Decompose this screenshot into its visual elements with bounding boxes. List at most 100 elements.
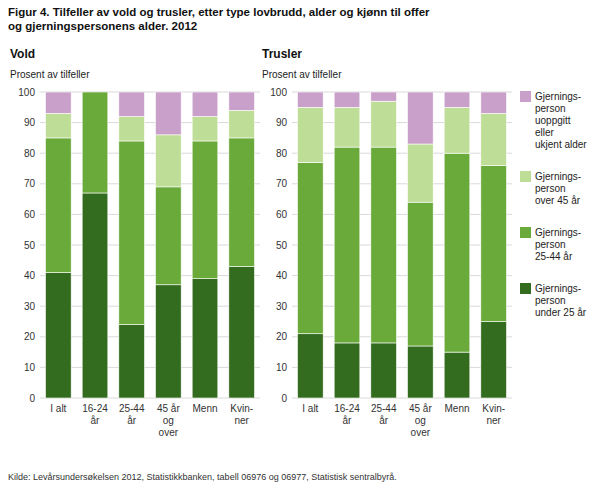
y-tick-label: 30 bbox=[24, 301, 36, 312]
bar-segment bbox=[408, 92, 434, 144]
y-axis-label: Prosent av tilfeller bbox=[10, 69, 90, 80]
bar-segment bbox=[481, 113, 507, 165]
figure-title: Figur 4. Tilfeller av vold og trusler, e… bbox=[8, 6, 430, 32]
y-tick-label: 20 bbox=[276, 331, 288, 342]
bar-segment bbox=[444, 153, 470, 352]
bar-segment bbox=[298, 92, 324, 107]
chart: TruslerProsent av tilfeller0102030405060… bbox=[262, 47, 512, 438]
x-tick-label-line: I alt bbox=[302, 403, 318, 414]
bar-segment bbox=[334, 147, 360, 343]
bar-segment bbox=[408, 202, 434, 346]
grid-line bbox=[40, 214, 260, 215]
bar-segment bbox=[481, 92, 507, 113]
bar-segment bbox=[46, 273, 72, 398]
legend-label: Gjernings-personover 45 år bbox=[535, 171, 581, 206]
x-tick-label: Menn bbox=[444, 403, 469, 414]
bar-segment bbox=[192, 141, 218, 279]
bar-segment bbox=[444, 352, 470, 398]
x-tick-label-line: 25-44 bbox=[371, 403, 397, 414]
bar-segment bbox=[192, 279, 218, 398]
x-tick-label-line: og bbox=[415, 415, 426, 426]
y-tick-label: 20 bbox=[24, 331, 36, 342]
x-tick-label: I alt bbox=[302, 403, 318, 414]
bar-segment bbox=[192, 116, 218, 140]
y-tick-label: 40 bbox=[24, 270, 36, 281]
grid-line bbox=[292, 336, 512, 337]
bar-segment bbox=[371, 343, 397, 398]
chart-title: Trusler bbox=[262, 47, 302, 61]
bar-segment bbox=[371, 147, 397, 343]
figure-title-line: og gjerningspersonens alder. 2012 bbox=[8, 20, 197, 32]
x-tick-label-line: I alt bbox=[50, 403, 66, 414]
bar-segment bbox=[156, 187, 182, 285]
bar-segment bbox=[444, 92, 470, 107]
bar-segment bbox=[46, 113, 72, 137]
legend-swatch bbox=[520, 91, 531, 102]
bar-segment bbox=[46, 92, 72, 113]
x-tick-label-line: 16-24 bbox=[82, 403, 108, 414]
y-tick-label: 90 bbox=[24, 117, 36, 128]
legend-label-line: Gjernings- bbox=[535, 171, 581, 182]
chart-title: Vold bbox=[10, 47, 35, 61]
x-tick-label-line: ner bbox=[234, 415, 249, 426]
x-tick-label: 45 årogover bbox=[157, 403, 180, 438]
bar-segment bbox=[156, 285, 182, 398]
bar-segment bbox=[119, 325, 145, 398]
bar-segment bbox=[156, 135, 182, 187]
x-tick-label: Kvin-ner bbox=[230, 403, 253, 426]
x-tick-label-line: 45 år bbox=[157, 403, 180, 414]
legend-swatch bbox=[520, 171, 531, 182]
bar-segment bbox=[444, 107, 470, 153]
x-tick-label-line: Kvin- bbox=[230, 403, 253, 414]
legend-label-line: over 45 år bbox=[535, 195, 581, 206]
bar-segment bbox=[46, 138, 72, 273]
bars bbox=[46, 92, 255, 398]
bar-segment bbox=[229, 138, 255, 267]
bar-segment bbox=[408, 346, 434, 398]
legend: Gjernings-personuoppgittellerukjent alde… bbox=[520, 91, 587, 318]
x-tick-label-line: 45 år bbox=[409, 403, 432, 414]
x-tick-label-line: år bbox=[91, 415, 101, 426]
x-tick-label-line: og bbox=[163, 415, 174, 426]
grid-line bbox=[292, 92, 512, 93]
legend-label-line: person bbox=[535, 183, 566, 194]
bar-segment bbox=[481, 322, 507, 399]
y-tick-label: 40 bbox=[276, 270, 288, 281]
legend-label-line: 25-44 år bbox=[535, 251, 573, 262]
bar-segment bbox=[156, 92, 182, 135]
x-tick-label: Kvin-ner bbox=[482, 403, 505, 426]
y-tick-label: 70 bbox=[276, 178, 288, 189]
bar-segment bbox=[119, 116, 145, 140]
y-tick-label: 0 bbox=[29, 393, 35, 404]
grid-line bbox=[40, 183, 260, 184]
legend-label-line: Gjernings- bbox=[535, 227, 581, 238]
grid-line bbox=[292, 183, 512, 184]
grid-line bbox=[292, 153, 512, 154]
legend-label-line: person bbox=[535, 239, 566, 250]
legend-label-line: under 25 år bbox=[535, 307, 587, 318]
y-tick-label: 70 bbox=[24, 178, 36, 189]
grid-line bbox=[40, 398, 260, 399]
grid-line bbox=[40, 275, 260, 276]
x-tick-label-line: år bbox=[379, 415, 389, 426]
bars bbox=[298, 92, 507, 398]
x-tick-label-line: over bbox=[411, 427, 431, 438]
grid-line bbox=[292, 245, 512, 246]
x-tick-label: 16-24år bbox=[82, 403, 108, 426]
x-tick-label: 25-44år bbox=[371, 403, 397, 426]
x-tick-label: 45 årogover bbox=[409, 403, 432, 438]
x-tick-label-line: Menn bbox=[192, 403, 217, 414]
bar-segment bbox=[481, 165, 507, 321]
x-tick-label: 25-44år bbox=[119, 403, 145, 426]
y-tick-label: 80 bbox=[24, 148, 36, 159]
y-tick-label: 30 bbox=[276, 301, 288, 312]
y-tick-label: 50 bbox=[24, 240, 36, 251]
legend-label: Gjernings-personunder 25 år bbox=[535, 283, 587, 318]
y-tick-label: 60 bbox=[276, 209, 288, 220]
grid-line bbox=[40, 245, 260, 246]
bar-segment bbox=[82, 193, 108, 398]
y-tick-label: 60 bbox=[24, 209, 36, 220]
y-tick-label: 50 bbox=[276, 240, 288, 251]
bar-segment bbox=[334, 107, 360, 147]
grid-line bbox=[292, 367, 512, 368]
